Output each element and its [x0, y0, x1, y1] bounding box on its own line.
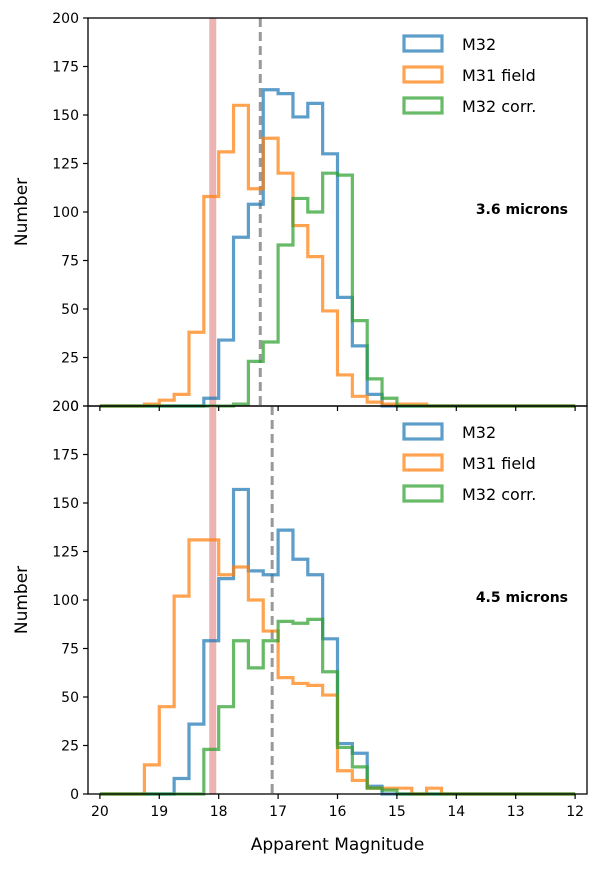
panel-2-xtick-label: 13: [507, 804, 525, 820]
panel-1-ytick-label: 75: [61, 254, 79, 270]
panel-2-legend-label: M32: [462, 423, 496, 442]
panel-2-xtick-label: 14: [447, 804, 465, 820]
panel-2-ytick-label: 125: [52, 545, 79, 561]
panel-1-ytick-label: 125: [52, 157, 79, 173]
panel-1-ytick-label: 25: [61, 351, 79, 367]
panel-2-annotation: 4.5 microns: [476, 590, 568, 606]
panel-2-xtick-label: 18: [210, 804, 228, 820]
panel-2-ytick-label: 175: [52, 448, 79, 464]
panel-2-legend-swatch: [402, 422, 444, 441]
panel-1-legend-swatch: [402, 65, 444, 84]
panel-2-ytick-label: 75: [61, 642, 79, 658]
panel-2-xtick-label: 12: [566, 804, 584, 820]
panel-2-legend-label: M32 corr.: [462, 485, 536, 504]
panel-1-ytick-label: 200: [52, 11, 79, 27]
panel-2-legend-label: M31 field: [462, 454, 536, 473]
panel-1-legend-swatch: [402, 34, 444, 53]
panel-2-xtick-label: 17: [269, 804, 287, 820]
panel-2-xtick-label: 19: [150, 804, 168, 820]
panel-1-legend-swatch: [402, 96, 444, 115]
panel-2-ylabel: Number: [12, 566, 32, 634]
panel-1-legend-label: M32 corr.: [462, 97, 536, 116]
panel-2-legend-swatch: [402, 453, 444, 472]
panel-2-xtick-label: 16: [329, 804, 347, 820]
panel-2-ytick-label: 0: [70, 787, 79, 803]
panel-2-xtick-label: 15: [388, 804, 406, 820]
panel-1-ytick-label: 50: [61, 302, 79, 318]
panel-1-ytick-label: 0: [70, 399, 79, 415]
panel-2-ytick-label: 100: [52, 593, 79, 609]
panel-2-ytick-label: 25: [61, 739, 79, 755]
panel-1-ytick-label: 100: [52, 205, 79, 221]
panel-2-ytick-label: 200: [52, 399, 79, 415]
panel-1-legend-label: M31 field: [462, 66, 536, 85]
panel-2-ytick-label: 150: [52, 496, 79, 512]
panel-2-legend-swatch: [402, 484, 444, 503]
panel-2-xlabel: Apparent Magnitude: [251, 835, 425, 855]
panel-2-xtick-label: 20: [91, 804, 109, 820]
panel-1-annotation: 3.6 microns: [476, 202, 568, 218]
panel-1-ytick-label: 175: [52, 60, 79, 76]
panel-2-ytick-label: 50: [61, 690, 79, 706]
panel-1-ytick-label: 150: [52, 108, 79, 124]
panel-1-legend-label: M32: [462, 35, 496, 54]
panel-1-ylabel: Number: [12, 178, 32, 246]
